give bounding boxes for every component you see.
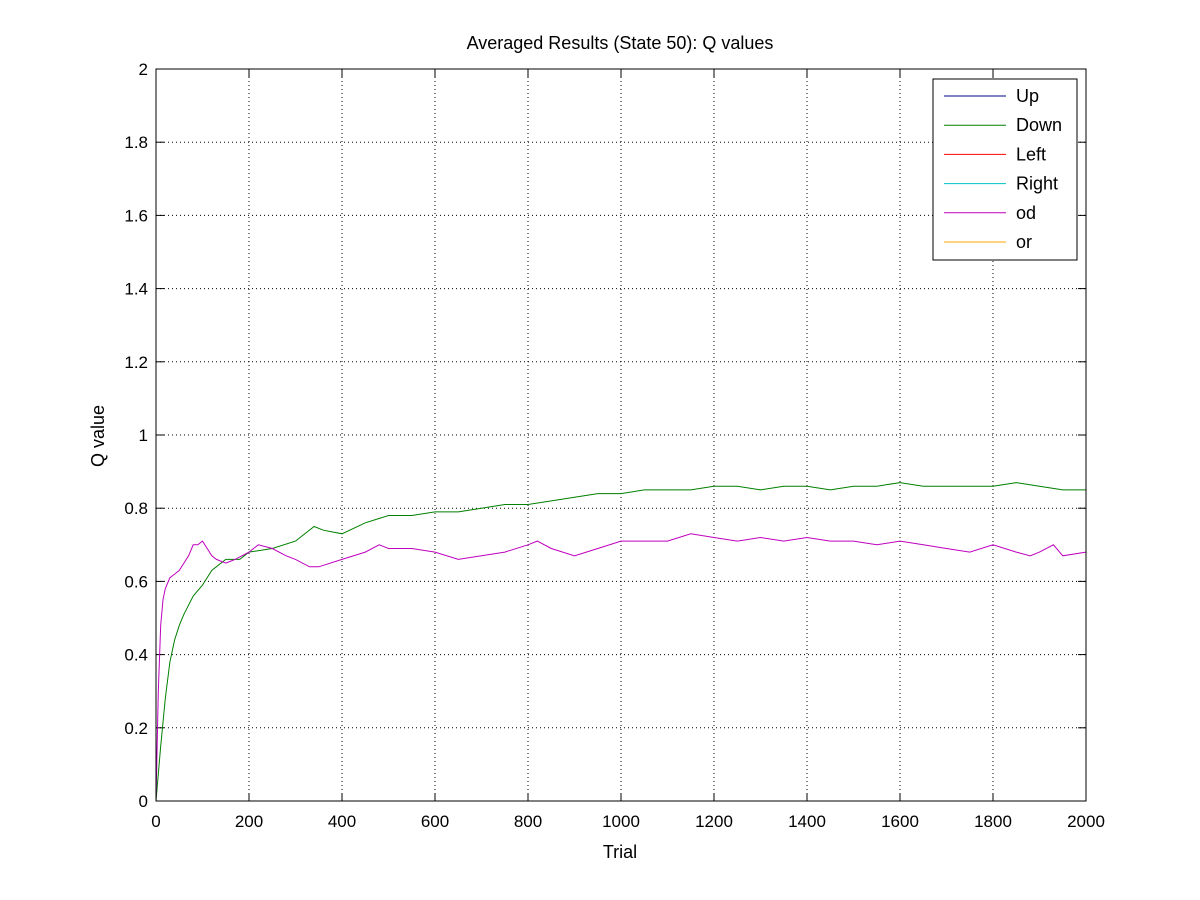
x-tick-label: 200 [235,812,263,831]
x-tick-label: 1400 [788,812,826,831]
legend-label-right: Right [1016,174,1058,194]
y-tick-label: 0.2 [124,719,148,738]
y-tick-label: 1.8 [124,133,148,152]
x-tick-labels: 0 200 400 600 800 1000 1200 1400 1600 1800 2000 [151,812,1105,831]
x-tick-label: 400 [328,812,356,831]
x-tick-label: 1600 [881,812,919,831]
grid-lines [156,69,1086,801]
x-tick-label: 2000 [1067,812,1105,831]
series-line-od [155,533,1087,802]
y-tick-label: 0.4 [124,646,148,665]
y-tick-label: 1.6 [124,206,148,225]
y-tick-labels: 0 0.2 0.4 0.6 0.8 1 1.2 1.4 1.6 1.8 2 [124,60,148,811]
y-tick-label: 1.2 [124,353,148,372]
x-tick-label: 0 [151,812,160,831]
y-tick-label: 1 [139,426,148,445]
x-tick-label: 800 [514,812,542,831]
y-tick-label: 0.8 [124,499,148,518]
x-tick-label: 600 [421,812,449,831]
legend-label-up: Up [1016,86,1039,106]
y-tick-label: 0 [139,792,148,811]
legend-box [932,78,1078,261]
x-tick-label: 1200 [695,812,733,831]
x-tick-label: 1000 [602,812,640,831]
chart-title: Averaged Results (State 50): Q values [467,33,774,53]
legend-label-or: or [1016,232,1032,252]
legend: Up Down Left Right od or [932,78,1078,261]
plot-area-border [155,68,1087,802]
y-tick-label: 2 [139,60,148,79]
series-line-down [155,482,1086,802]
x-axis-label: Trial [603,842,637,862]
y-axis-label: Q value [88,405,108,467]
x-tick-label: 1800 [974,812,1012,831]
legend-label-left: Left [1016,144,1046,164]
legend-label-od: od [1016,203,1036,223]
y-tick-label: 1.4 [124,280,148,299]
y-tick-label: 0.6 [124,572,148,591]
legend-label-down: Down [1016,115,1062,135]
